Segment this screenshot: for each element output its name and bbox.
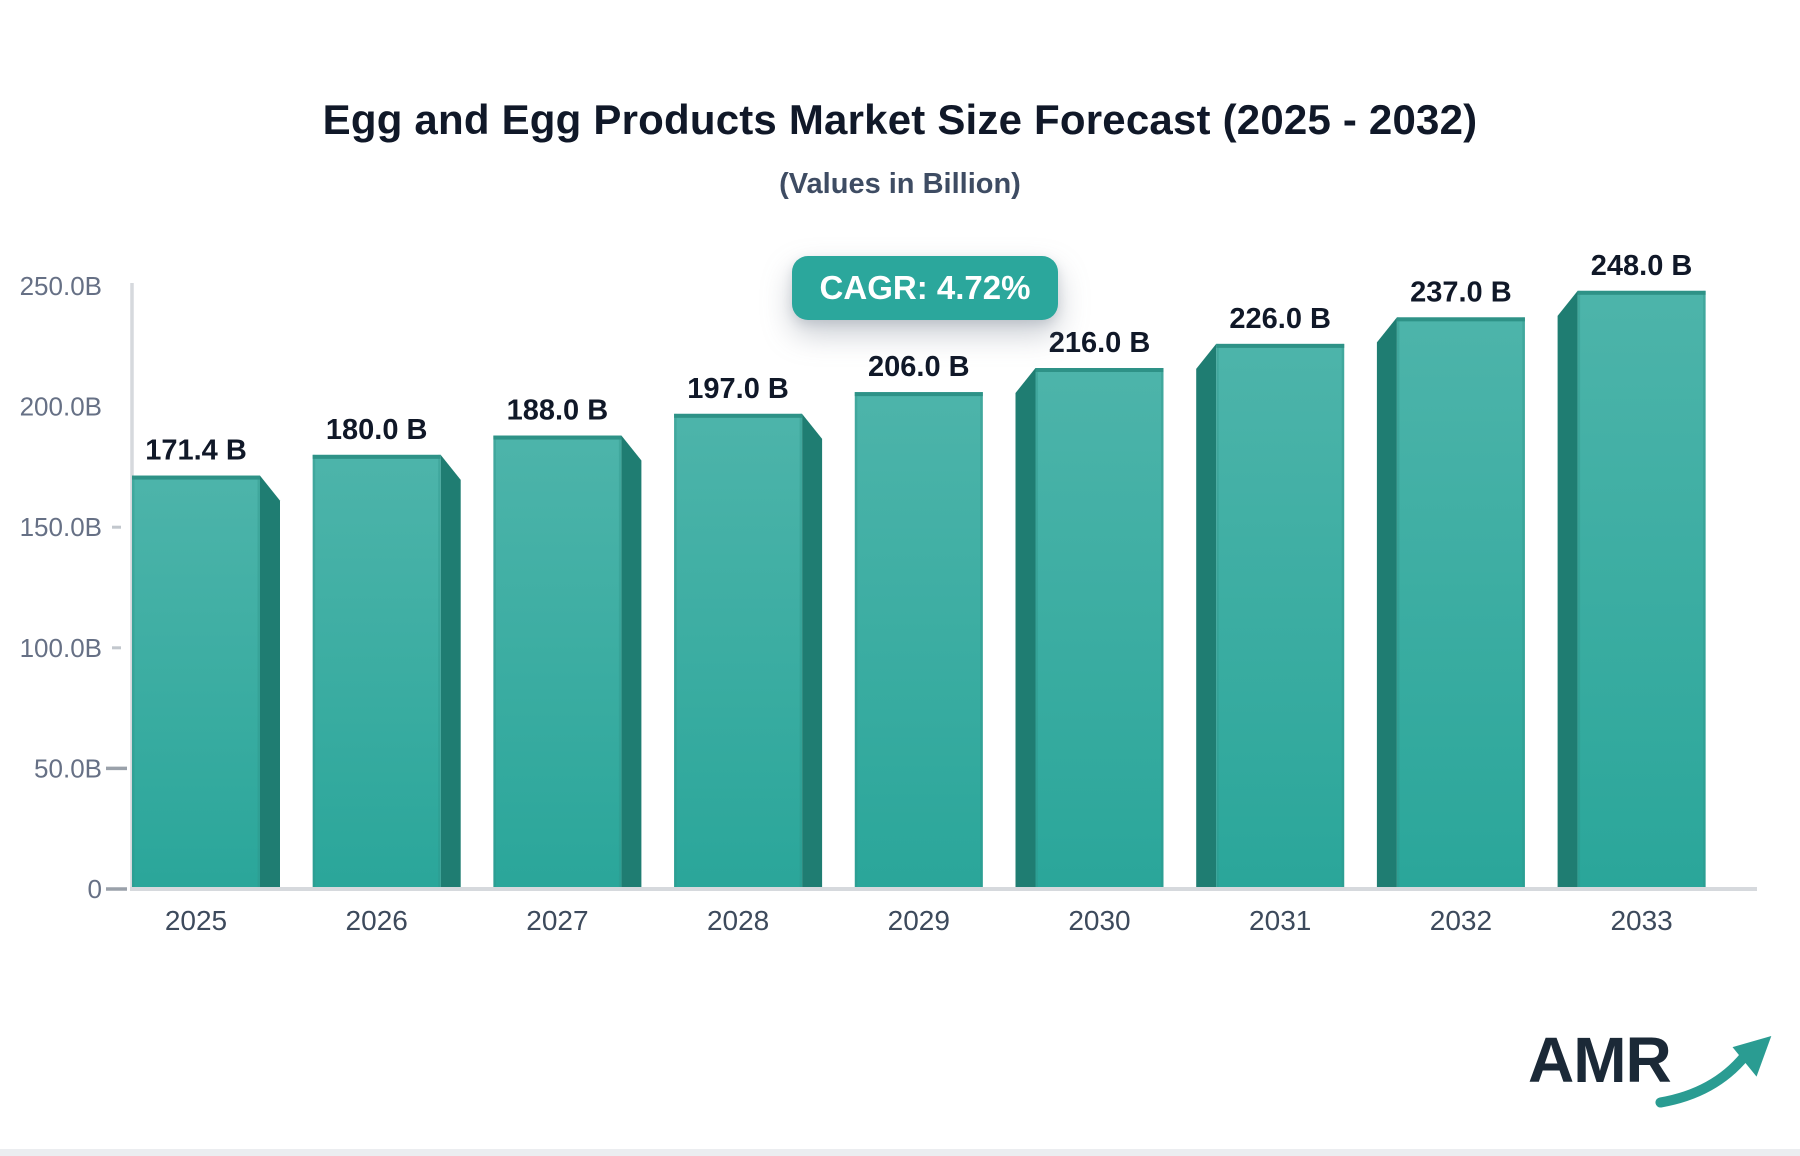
- x-axis-label-2031: 2031: [1249, 905, 1311, 936]
- amr-logo: AMR: [1528, 1028, 1775, 1110]
- bar-2028: 197.0 B: [674, 373, 823, 889]
- bar-top-edge: [1577, 290, 1706, 295]
- bar-2025: 171.4 B: [132, 435, 280, 889]
- bar-value-label: 237.0 B: [1410, 276, 1512, 308]
- bar-top-edge: [132, 475, 260, 480]
- x-axis-label-2025: 2025: [165, 905, 227, 936]
- bar-2031: 226.0 B: [1196, 303, 1345, 889]
- bar-2027: 188.0 B: [493, 395, 642, 889]
- bar-top-edge: [1216, 343, 1345, 348]
- bar-right-edge: [1161, 368, 1164, 889]
- bar-value-label: 188.0 B: [507, 395, 609, 427]
- growth-arrow-icon: [1655, 1036, 1772, 1108]
- arrow-head: [1732, 1036, 1772, 1077]
- x-axis-label-2029: 2029: [888, 905, 950, 936]
- y-axis-label-150: 150.0B: [20, 512, 102, 542]
- bar-value-label: 180.0 B: [326, 414, 428, 446]
- bar-right-edge: [1703, 290, 1706, 890]
- bar-side-face: [1376, 317, 1397, 890]
- bar-front-face: [1035, 368, 1164, 889]
- bar-left-edge: [132, 475, 135, 889]
- page-title: Egg and Egg Products Market Size Forecas…: [322, 96, 1478, 143]
- bar-side-face: [260, 475, 280, 889]
- bar-2033: 248.0 B: [1557, 250, 1706, 890]
- bar-left-edge: [1035, 368, 1038, 889]
- x-axis-label-2033: 2033: [1610, 905, 1672, 936]
- bar-front-face: [854, 392, 983, 889]
- bar-left-edge: [854, 392, 858, 889]
- x-axis-label-2027: 2027: [526, 905, 588, 936]
- page-subtitle: (Values in Billion): [779, 168, 1021, 200]
- arrow-swoosh: [1655, 1051, 1750, 1108]
- bar-side-face: [621, 435, 642, 889]
- x-axis-label-2026: 2026: [346, 905, 408, 936]
- bar-value-label: 206.0 B: [868, 351, 970, 383]
- bar-side-face: [440, 454, 461, 889]
- bar-front-face: [312, 454, 441, 889]
- bar-side-face: [1557, 290, 1578, 890]
- bar-front-face: [132, 475, 260, 889]
- bar-top-edge: [493, 435, 622, 440]
- bar-2030: 216.0 B: [1015, 327, 1164, 889]
- amr-logo-text: AMR: [1528, 1024, 1672, 1096]
- y-axis-label-0: 0: [88, 874, 102, 904]
- bar-top-edge: [674, 413, 803, 418]
- bar-right-edge: [1522, 317, 1525, 890]
- x-axis-label-2032: 2032: [1430, 905, 1492, 936]
- bar-front-face: [1396, 317, 1525, 890]
- y-axis-label-50: 50.0B: [34, 753, 102, 783]
- bar-top-edge: [854, 392, 983, 397]
- bar-2029: 206.0 B: [854, 351, 983, 889]
- bar-top-edge: [1396, 317, 1525, 322]
- bar-top-edge: [1035, 368, 1164, 373]
- y-axis-label-200: 200.0B: [20, 392, 102, 422]
- bar-left-edge: [1216, 343, 1219, 889]
- bar-value-label: 216.0 B: [1049, 327, 1151, 359]
- bar-2032: 237.0 B: [1376, 276, 1525, 890]
- bar-2026: 180.0 B: [312, 414, 461, 889]
- bar-right-edge: [980, 392, 983, 889]
- bar-value-label: 197.0 B: [687, 373, 789, 405]
- bar-side-face: [802, 413, 823, 889]
- bar-left-edge: [1577, 290, 1581, 890]
- bar-front-face: [1577, 290, 1706, 890]
- y-axis-label-250: 250.0B: [20, 271, 102, 301]
- bar-value-label: 248.0 B: [1591, 250, 1693, 282]
- bar-left-edge: [1396, 317, 1400, 890]
- x-axis-label-2028: 2028: [707, 905, 769, 936]
- bar-right-edge: [618, 435, 622, 889]
- bar-left-edge: [312, 454, 316, 889]
- bar-right-edge: [1341, 343, 1345, 889]
- bar-top-edge: [312, 454, 441, 459]
- bar-side-face: [1015, 368, 1036, 889]
- bar-front-face: [493, 435, 622, 889]
- bar-front-face: [674, 413, 803, 889]
- y-axis-label-100: 100.0B: [20, 633, 102, 663]
- bar-left-edge: [674, 413, 677, 889]
- bar-right-edge: [799, 413, 803, 889]
- bar-front-face: [1216, 343, 1345, 889]
- bar-value-label: 171.4 B: [145, 435, 247, 467]
- cagr-badge: CAGR: 4.72%: [792, 256, 1058, 320]
- bar-right-edge: [438, 454, 441, 889]
- bar-side-face: [1196, 343, 1217, 889]
- bottom-border: [0, 1149, 1800, 1156]
- bar-left-edge: [493, 435, 496, 889]
- bar-right-edge: [257, 475, 260, 889]
- x-axis-label-2030: 2030: [1068, 905, 1130, 936]
- bar-value-label: 226.0 B: [1229, 303, 1331, 335]
